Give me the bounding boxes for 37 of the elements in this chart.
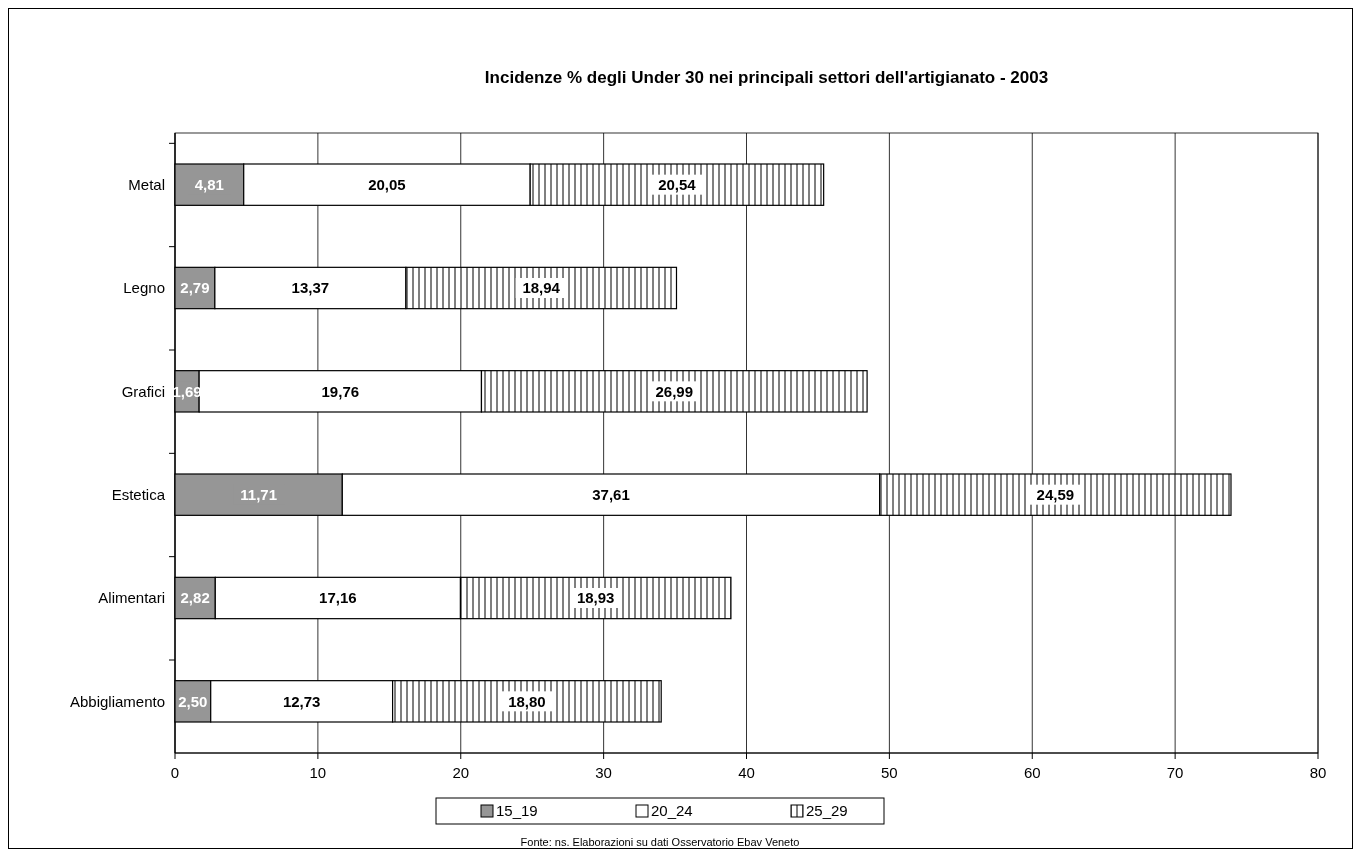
data-label: 2,50 — [178, 692, 208, 710]
y-tick-label: Estetica — [111, 485, 166, 503]
data-label: 17,16 — [319, 589, 357, 607]
x-tick-label: 40 — [738, 764, 755, 781]
y-tick-label: Legno — [123, 279, 165, 297]
data-label: 4,81 — [194, 175, 224, 193]
data-label: 18,94 — [522, 279, 561, 297]
x-tick-label: 0 — [170, 764, 180, 781]
data-label: 18,93 — [576, 589, 615, 607]
data-label: 18,80 — [508, 692, 546, 710]
data-label: 2,79 — [180, 279, 210, 297]
legend-label: 20_24 — [651, 802, 693, 820]
data-label: 2,82 — [180, 589, 210, 607]
x-tick-label: 30 — [595, 764, 612, 781]
source-note: Fonte: ns. Elaborazioni su dati Osservatorio Ebav Veneto — [520, 836, 800, 848]
x-tick-label: 50 — [881, 764, 898, 781]
x-tick-label: 80 — [1309, 764, 1327, 781]
data-label: 24,59 — [1036, 485, 1075, 503]
y-tick-label: Metal — [128, 175, 165, 193]
data-label: 12,73 — [282, 692, 321, 710]
data-label: 11,71 — [240, 485, 278, 503]
legend-label: 15_19 — [496, 802, 538, 820]
data-label: 13,37 — [291, 279, 330, 297]
data-label: 20,05 — [368, 175, 406, 193]
x-tick-label: 10 — [309, 764, 327, 781]
data-label: 19,76 — [321, 382, 360, 400]
x-tick-label: 20 — [452, 764, 470, 781]
x-tick-label: 60 — [1023, 764, 1041, 781]
data-label: 26,99 — [655, 382, 694, 400]
legend-label: 25_29 — [806, 802, 848, 820]
x-tick-label: 70 — [1166, 764, 1184, 781]
data-label: 20,54 — [658, 175, 697, 193]
chart-title: Incidenze % degli Under 30 nei principali settori dell'artigianato - 2003 — [484, 68, 1049, 87]
data-label: 37,61 — [592, 485, 630, 503]
y-tick-label: Grafici — [121, 382, 165, 400]
y-tick-label: Abbigliamento — [69, 692, 165, 710]
y-tick-label: Alimentari — [98, 589, 165, 607]
